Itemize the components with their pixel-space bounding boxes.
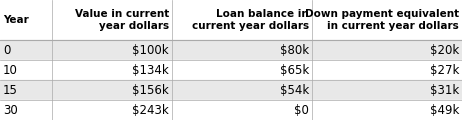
Bar [0,0,462,40]
Text: $20k: $20k [430,44,459,57]
Text: 15: 15 [3,84,18,96]
Text: $54k: $54k [280,84,309,96]
Bar [0,40,462,60]
Text: 0: 0 [3,44,10,57]
Bar [0,100,462,120]
Text: $156k: $156k [132,84,169,96]
Text: $31k: $31k [430,84,459,96]
Text: $100k: $100k [133,44,169,57]
Text: Year: Year [3,15,29,25]
Text: $27k: $27k [430,63,459,77]
Text: Down payment equivalent
in current year dollars: Down payment equivalent in current year … [305,9,459,31]
Text: $0: $0 [294,103,309,117]
Text: $49k: $49k [430,103,459,117]
Text: $65k: $65k [280,63,309,77]
Text: Loan balance in
current year dollars: Loan balance in current year dollars [192,9,309,31]
Text: $134k: $134k [132,63,169,77]
Bar [0,60,462,80]
Text: 10: 10 [3,63,18,77]
Text: 30: 30 [3,103,18,117]
Text: $80k: $80k [280,44,309,57]
Text: Value in current
year dollars: Value in current year dollars [75,9,169,31]
Bar [0,80,462,100]
Text: $243k: $243k [132,103,169,117]
